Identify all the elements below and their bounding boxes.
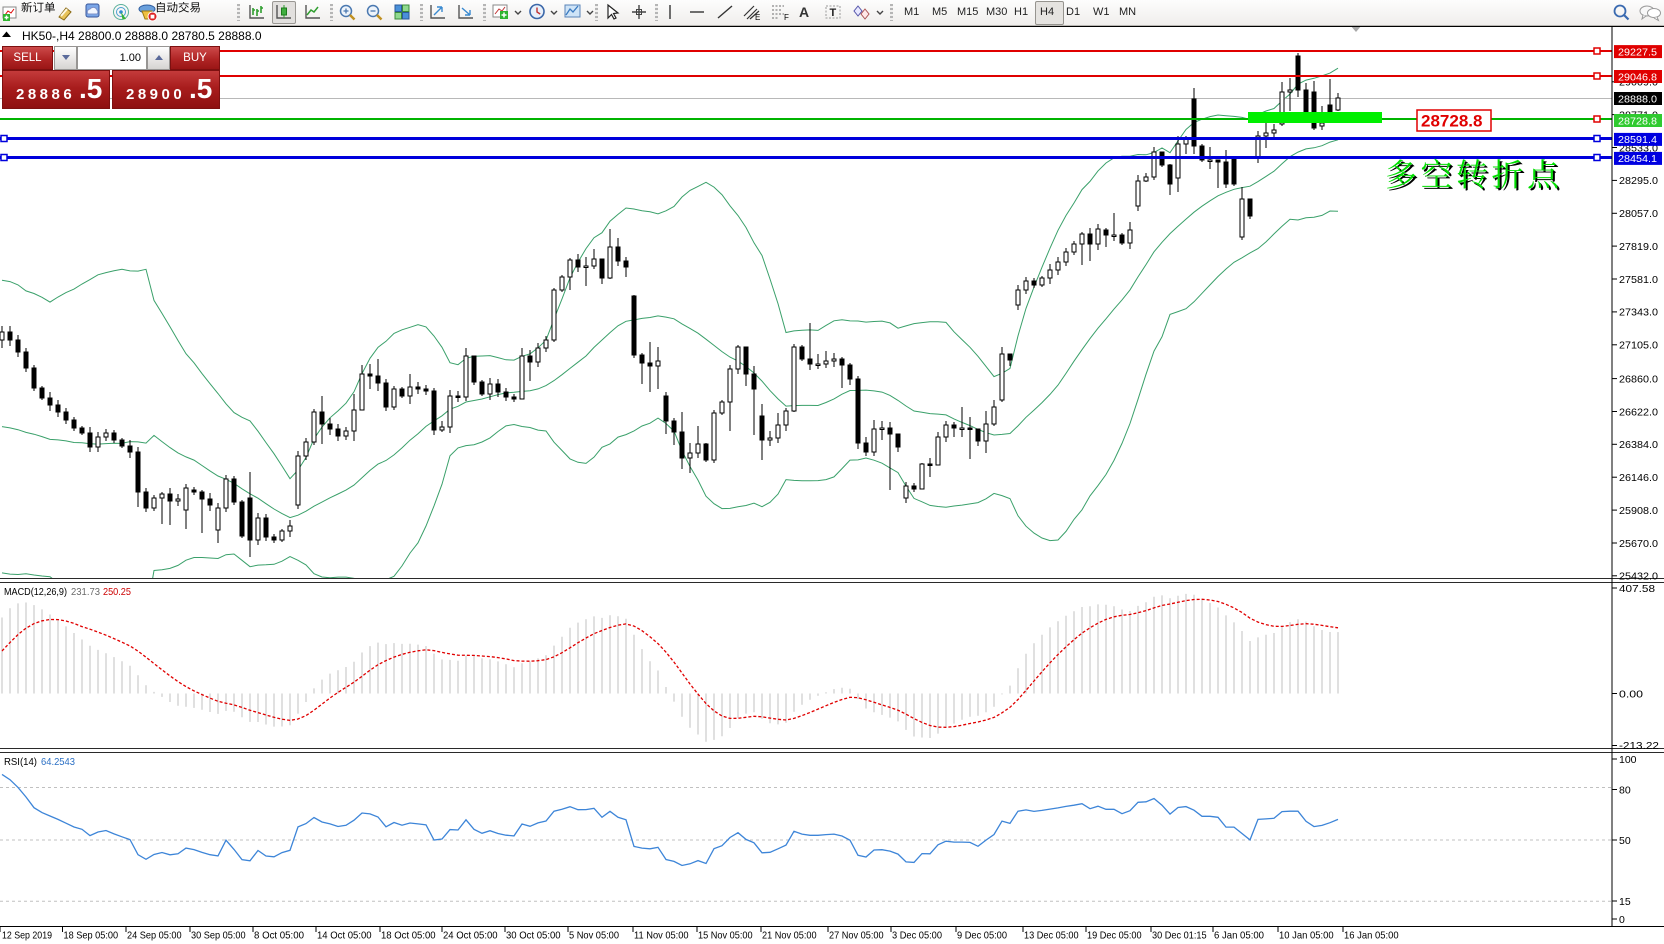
svg-text:-213.22: -213.22: [1619, 740, 1659, 752]
svg-text:30 Oct 05:00: 30 Oct 05:00: [506, 930, 561, 942]
svg-text:28295.0: 28295.0: [1619, 175, 1658, 187]
svg-text:HK50-,H4 28800.0 28888.0 2878: HK50-,H4 28800.0 28888.0 28780.5 28888.0: [22, 29, 262, 43]
svg-text:9 Dec 05:00: 9 Dec 05:00: [957, 930, 1007, 942]
svg-text:26860.0: 26860.0: [1619, 373, 1658, 385]
svg-text:28591.4: 28591.4: [1618, 134, 1657, 146]
svg-text:0: 0: [1619, 914, 1625, 926]
svg-text:231.73: 231.73: [71, 586, 100, 598]
svg-text:80: 80: [1619, 784, 1631, 796]
svg-text:5 Nov 05:00: 5 Nov 05:00: [569, 930, 619, 942]
svg-text:24 Oct 05:00: 24 Oct 05:00: [443, 930, 498, 942]
svg-text:27105.0: 27105.0: [1619, 340, 1658, 352]
svg-text:0.00: 0.00: [1619, 688, 1643, 700]
svg-text:11 Nov 05:00: 11 Nov 05:00: [634, 930, 689, 942]
svg-text:25908.0: 25908.0: [1619, 505, 1658, 517]
svg-text:RSI(14): RSI(14): [4, 756, 37, 768]
svg-text:6 Jan 05:00: 6 Jan 05:00: [1214, 930, 1264, 942]
svg-text:12 Sep 2019: 12 Sep 2019: [2, 930, 52, 942]
svg-text:28728.8: 28728.8: [1618, 115, 1657, 127]
svg-text:25670.0: 25670.0: [1619, 538, 1658, 550]
svg-text:26146.0: 26146.0: [1619, 472, 1658, 484]
svg-text:15: 15: [1619, 896, 1631, 908]
svg-text:F: F: [784, 13, 789, 22]
svg-text:14 Oct 05:00: 14 Oct 05:00: [317, 930, 372, 942]
svg-text:28728.8: 28728.8: [1421, 112, 1482, 131]
svg-text:29046.8: 29046.8: [1618, 71, 1657, 83]
svg-text:21 Nov 05:00: 21 Nov 05:00: [762, 930, 817, 942]
svg-text:26622.0: 26622.0: [1619, 406, 1658, 418]
svg-text:T: T: [830, 7, 837, 19]
svg-text:15 Nov 05:00: 15 Nov 05:00: [698, 930, 753, 942]
svg-text:407.58: 407.58: [1619, 583, 1655, 595]
svg-text:30 Dec 01:15: 30 Dec 01:15: [1152, 930, 1207, 942]
svg-text:8 Oct 05:00: 8 Oct 05:00: [254, 930, 304, 942]
svg-text:30 Sep 05:00: 30 Sep 05:00: [191, 930, 246, 942]
svg-text:18 Sep 05:00: 18 Sep 05:00: [64, 930, 119, 942]
svg-text:29227.5: 29227.5: [1618, 46, 1657, 58]
svg-text:27 Nov 05:00: 27 Nov 05:00: [829, 930, 884, 942]
svg-text:64.2543: 64.2543: [41, 756, 75, 768]
svg-text:28454.1: 28454.1: [1618, 153, 1657, 165]
svg-text:MACD(12,26,9): MACD(12,26,9): [4, 586, 67, 598]
svg-text:26384.0: 26384.0: [1619, 439, 1658, 451]
svg-text:250.25: 250.25: [103, 586, 131, 598]
svg-text:16 Jan 05:00: 16 Jan 05:00: [1344, 930, 1399, 942]
svg-text:19 Dec 05:00: 19 Dec 05:00: [1087, 930, 1142, 942]
svg-text:18 Oct 05:00: 18 Oct 05:00: [381, 930, 436, 942]
svg-text:3 Dec 05:00: 3 Dec 05:00: [892, 930, 942, 942]
svg-text:27343.0: 27343.0: [1619, 307, 1658, 319]
svg-text:13 Dec 05:00: 13 Dec 05:00: [1024, 930, 1079, 942]
svg-text:10 Jan 05:00: 10 Jan 05:00: [1279, 930, 1334, 942]
svg-text:50: 50: [1619, 835, 1631, 847]
svg-text:27819.0: 27819.0: [1619, 241, 1658, 253]
svg-text:28888.0: 28888.0: [1618, 93, 1657, 105]
svg-text:E: E: [755, 13, 760, 22]
svg-text:24 Sep 05:00: 24 Sep 05:00: [127, 930, 182, 942]
svg-text:28057.0: 28057.0: [1619, 208, 1658, 220]
svg-text:27581.0: 27581.0: [1619, 274, 1658, 286]
svg-text:25432.0: 25432.0: [1619, 571, 1658, 583]
svg-text:100: 100: [1619, 754, 1637, 766]
